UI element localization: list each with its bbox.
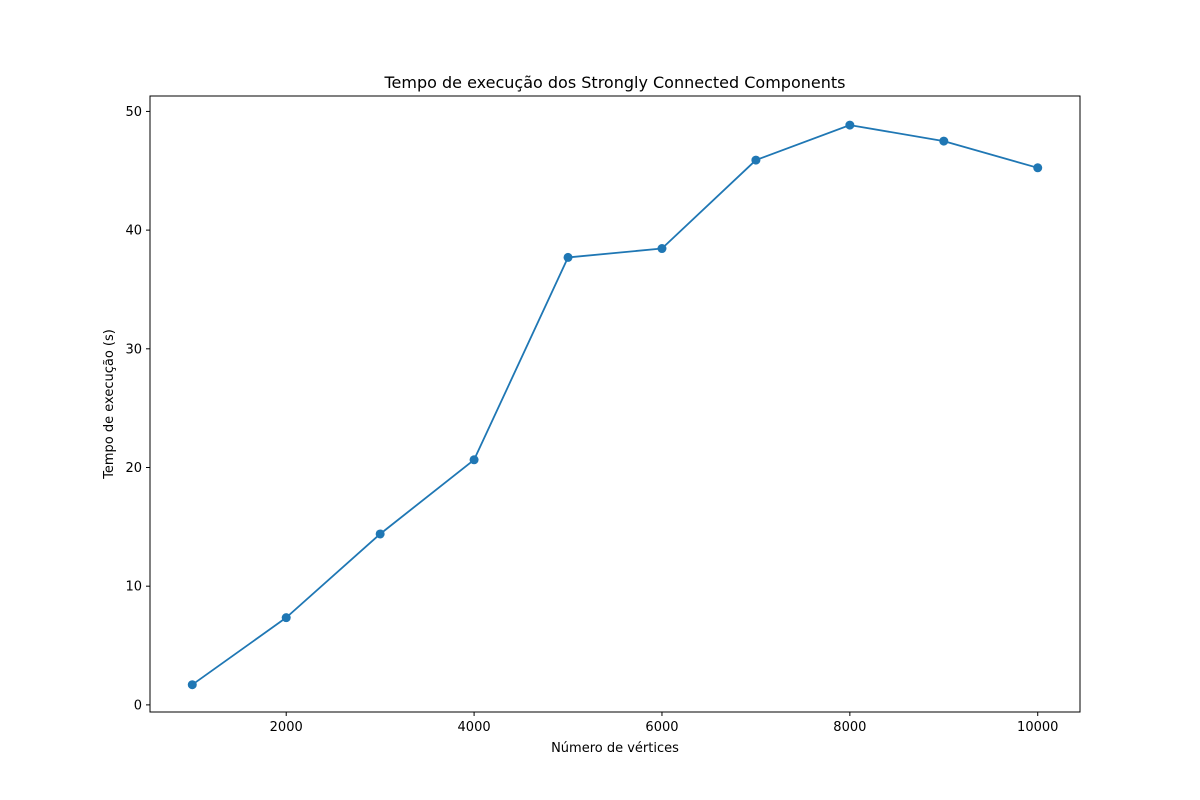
x-axis-label: Número de vértices — [551, 741, 679, 756]
chart-title: Tempo de execução dos Strongly Connected… — [384, 73, 846, 92]
x-tick-label: 8000 — [833, 720, 866, 735]
series-layer — [187, 120, 1043, 690]
data-point — [281, 613, 291, 623]
x-tick-label: 4000 — [458, 720, 491, 735]
data-point — [1033, 163, 1043, 173]
y-tick-label: 20 — [125, 461, 142, 476]
plot-frame — [149, 95, 1081, 713]
data-point — [657, 244, 667, 254]
data-point — [563, 252, 573, 262]
y-tick-label: 30 — [125, 342, 142, 357]
data-point — [469, 455, 479, 465]
y-tick-label: 40 — [125, 224, 142, 239]
y-axis-label: Tempo de execução (s) — [102, 329, 117, 480]
y-tick-label: 0 — [134, 698, 142, 713]
y-tick-label: 10 — [125, 580, 142, 595]
series-line — [191, 124, 1039, 686]
data-point — [845, 120, 855, 130]
data-point — [939, 136, 949, 146]
x-tick-label: 6000 — [645, 720, 678, 735]
x-tick-label: 2000 — [270, 720, 303, 735]
y-tick-label: 50 — [125, 105, 142, 120]
y-axis-ticks: 0 10 20 30 40 50 — [125, 105, 150, 713]
data-point — [751, 155, 761, 165]
data-point — [375, 529, 385, 539]
x-axis-ticks: 2000 4000 6000 8000 10000 — [270, 712, 1058, 735]
x-tick-label: 10000 — [1017, 720, 1058, 735]
data-point — [187, 680, 197, 690]
